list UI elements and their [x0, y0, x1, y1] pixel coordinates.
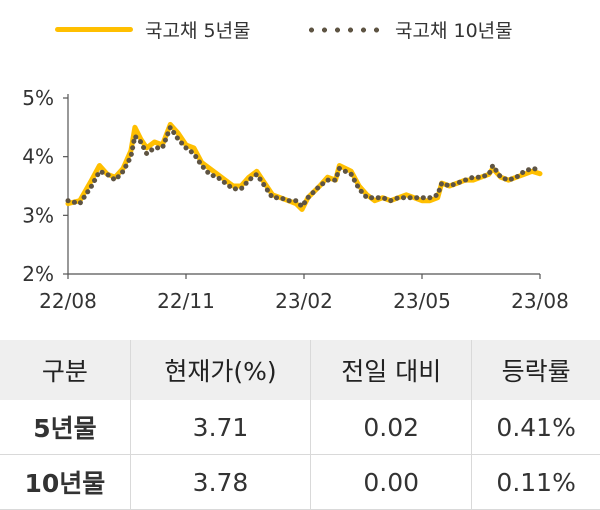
table-cell-change: 0.00: [310, 454, 472, 510]
chart-axes: 2% 3% 4% 5% 22/08 22/11 23/02 23/05 23/08: [22, 86, 569, 313]
y-tick-label: 2%: [22, 262, 54, 286]
legend-label-10y: 국고채 10년물: [395, 20, 513, 42]
x-tick-label: 22/11: [157, 289, 215, 313]
bond-yield-chart: 2% 3% 4% 5% 22/08 22/11 23/02 23/05 23/08: [22, 86, 569, 313]
table-row: 5년물 3.71 0.02 0.41%: [0, 400, 600, 455]
y-tick-label: 5%: [22, 86, 54, 110]
table-header-rate: 등락률: [471, 340, 600, 400]
legend-label-5y: 국고채 5년물: [145, 20, 251, 42]
legend-item-10y: 국고채 10년물: [305, 16, 513, 43]
y-tick-label: 4%: [22, 145, 54, 169]
x-tick-label: 23/02: [275, 289, 333, 313]
chart-series: [65, 121, 543, 212]
table-cell-current: 3.78: [129, 454, 311, 510]
chart-legend: 국고채 5년물 국고채 10년물: [0, 16, 600, 46]
legend-dots-swatch: [305, 26, 383, 33]
series-line-5y: [65, 121, 543, 212]
table-header-row: 구분 현재가(%) 전일 대비 등락률: [0, 340, 600, 400]
yield-summary-table: 구분 현재가(%) 전일 대비 등락률 5년물 3.71 0.02 0.41% …: [0, 340, 600, 510]
table-row: 10년물 3.78 0.00 0.11%: [0, 454, 600, 510]
legend-item-5y: 국고채 5년물: [55, 16, 251, 43]
x-tick-label: 23/05: [393, 289, 451, 313]
table-cell-label: 10년물: [0, 454, 131, 510]
table-cell-rate: 0.41%: [471, 400, 600, 455]
x-tick-label: 22/08: [39, 289, 97, 313]
x-tick-label: 23/08: [511, 289, 569, 313]
table-cell-label: 5년물: [0, 400, 131, 455]
y-tick-label: 3%: [22, 203, 54, 227]
table-cell-rate: 0.11%: [471, 454, 600, 510]
series-line-10y: [65, 124, 543, 209]
table-header-change: 전일 대비: [310, 340, 472, 400]
table-header-category: 구분: [0, 340, 131, 400]
table-cell-current: 3.71: [129, 400, 311, 455]
table-header-current: 현재가(%): [129, 340, 311, 400]
legend-line-swatch: [55, 27, 133, 32]
table-cell-change: 0.02: [310, 400, 472, 455]
